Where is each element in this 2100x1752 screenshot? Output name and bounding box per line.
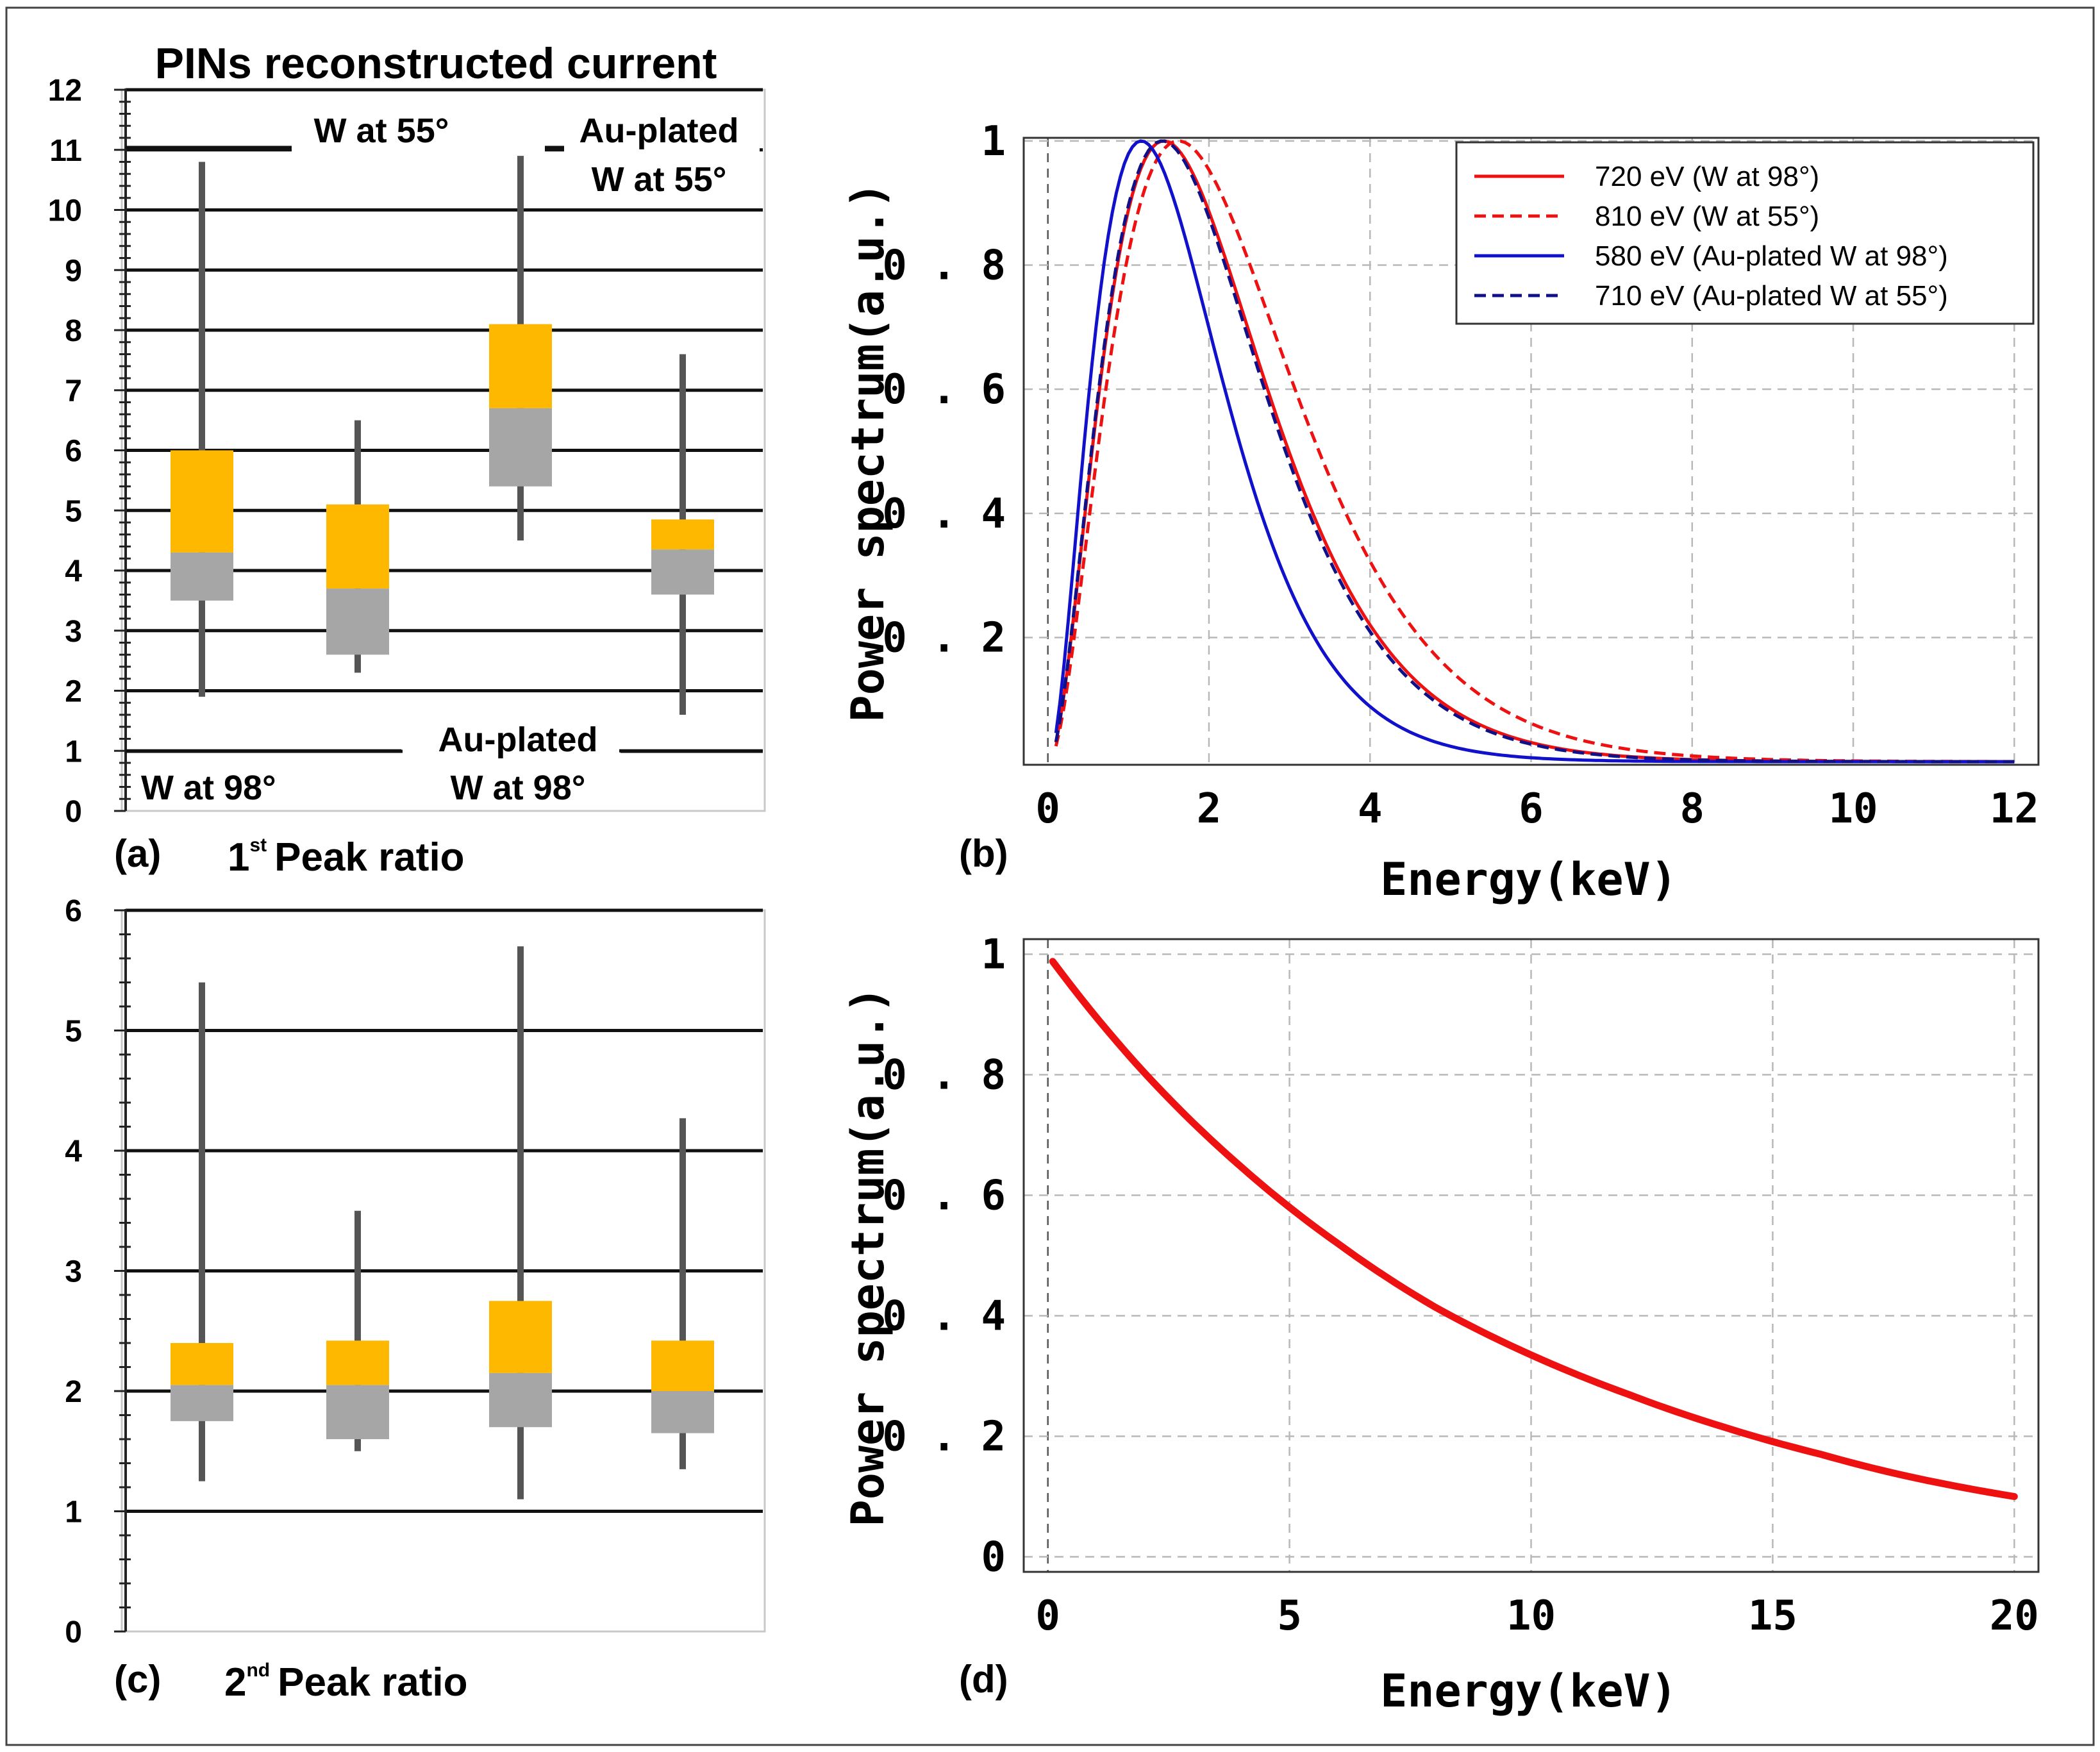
panel-a-box-lower — [326, 588, 389, 655]
panel-c-box-lower — [171, 1385, 233, 1421]
panel-a-box-lower — [489, 408, 552, 487]
panel-b-y-tick-label: 1 — [981, 118, 1006, 165]
panel-d-xlabel: Energy(keV) — [1380, 1665, 1678, 1717]
panel-b-xlabel: Energy(keV) — [1380, 853, 1678, 906]
panel-c-y-tick-label: 0 — [65, 1615, 82, 1649]
panel-b-y-tick-label: 0 . 6 — [882, 366, 1006, 413]
panel-b-x-tick-label: 12 — [1990, 785, 2039, 833]
panel-c-box-lower — [326, 1385, 389, 1439]
panel-c-box-upper — [326, 1340, 389, 1385]
panel-c-y-tick-label: 1 — [65, 1496, 82, 1530]
annotation-au-plated-98-line2: W at 98° — [451, 769, 586, 807]
panel-a-caption: 1st Peak ratio — [228, 835, 465, 880]
panel-c-caption: 2nd Peak ratio — [224, 1660, 468, 1705]
panel-c-y-tick-label: 3 — [65, 1255, 82, 1289]
panel-d-line-chart: 0 5 10 15 20 0 0 . 2 0 . 4 0 . 6 0 . 8 1 Energy(ke… — [842, 931, 2040, 1717]
legend-entry-4: 710 eV (Au-plated W at 55°) — [1595, 280, 1948, 312]
panel-a-y-tick-label: 12 — [48, 74, 82, 108]
panel-b-x-tick-label: 10 — [1829, 785, 1878, 833]
panel-b-x-tick-label: 0 — [1035, 785, 1060, 833]
panel-a-box-upper — [489, 324, 552, 408]
panel-a-caption-main: Peak ratio — [274, 835, 464, 880]
panel-d-y-tick-label: 0 . 2 — [882, 1414, 1006, 1461]
panel-a-y-tick-label: 4 — [65, 555, 82, 588]
panel-a-title: PINs reconstructed current — [155, 39, 717, 88]
panel-c-box-lower — [489, 1372, 552, 1428]
panel-b-legend: 720 eV (W at 98°) 810 eV (W at 55°) 580 eV… — [1455, 141, 2035, 325]
panel-a-y-tick-label: 5 — [65, 494, 82, 528]
panel-c-caption-sup: nd — [246, 1660, 270, 1681]
legend-entry-1: 720 eV (W at 98°) — [1595, 161, 1819, 192]
legend-entry-2: 810 eV (W at 55°) — [1595, 201, 1819, 232]
panel-a-box-plot: PINs reconstructed current 0123456789101… — [48, 39, 766, 880]
panel-b-x-tick-label: 2 — [1197, 785, 1222, 833]
panel-b-x-tick-label: 8 — [1680, 785, 1705, 833]
panel-a-box-upper — [171, 450, 233, 553]
panel-c-y-tick-label: 5 — [65, 1015, 82, 1049]
panel-d-y-tick-label: 1 — [981, 931, 1006, 979]
panel-a-box-upper — [326, 504, 389, 589]
panel-d-plot-frame — [1022, 938, 2040, 1573]
panel-a-y-tick-label: 8 — [65, 314, 82, 348]
panel-a-y-tick-label: 6 — [65, 435, 82, 469]
panel-c-box-upper — [489, 1301, 552, 1373]
panel-b-x-tick-label: 6 — [1519, 785, 1544, 833]
panel-c-caption-main: Peak ratio — [278, 1660, 467, 1705]
panel-a-y-tick-label: 2 — [65, 675, 82, 709]
panel-d-x-tick-label: 5 — [1277, 1592, 1302, 1640]
panel-c-box-upper — [171, 1343, 233, 1385]
panel-c-label: (c) — [114, 1658, 161, 1701]
panel-d-series-1 — [1049, 958, 2018, 1500]
panel-c-caption-ordinal: 2 — [224, 1660, 246, 1705]
panel-a-y-tick-label: 10 — [48, 194, 82, 228]
panel-c-y-tick-label: 6 — [65, 894, 82, 928]
panel-c-box-upper — [651, 1340, 714, 1391]
panel-a-y-tick-label: 1 — [65, 735, 82, 769]
panel-b-y-tick-label: 0 . 4 — [882, 490, 1006, 538]
annotation-w-98: W at 98° — [141, 769, 276, 807]
legend-entry-3: 580 eV (Au-plated W at 98°) — [1595, 240, 1948, 272]
panel-b-label: (b) — [959, 832, 1008, 875]
panel-d-label: (d) — [959, 1658, 1008, 1701]
panel-b-plot-frame — [1022, 137, 2040, 766]
annotation-w-55: W at 55° — [314, 112, 449, 150]
panel-d-x-tick-label: 10 — [1506, 1592, 1556, 1640]
panel-d-ylabel: Power spectrum(a.u.) — [842, 987, 894, 1527]
panel-a-y-tick-label: 7 — [65, 374, 82, 408]
annotation-au-plated-98-line1: Au-plated — [438, 721, 598, 759]
panel-b-line-chart: 0 2 4 6 8 10 12 0 . 2 0 . 4 0 . 6 0 . 8 1 Energy(ke… — [842, 118, 2040, 906]
panel-d-x-tick-label: 0 — [1035, 1592, 1060, 1640]
panel-c-box-lower — [651, 1391, 714, 1433]
panel-a-box-lower — [171, 552, 233, 601]
panel-c-y-tick-label: 4 — [65, 1135, 82, 1169]
panel-d-y-tick-label: 0 . 8 — [882, 1052, 1006, 1099]
panel-b-y-tick-label: 0 . 2 — [882, 614, 1006, 662]
figure-border — [5, 6, 2095, 1746]
panel-d-x-tick-label: 20 — [1990, 1592, 2039, 1640]
panel-a-box-upper — [651, 519, 714, 550]
annotation-au-plated-55-line2: W at 55° — [592, 160, 727, 199]
panel-d-y-tick-label: 0 — [981, 1534, 1006, 1581]
panel-d-y-tick-label: 0 . 6 — [882, 1172, 1006, 1220]
panel-b-y-tick-label: 0 . 8 — [882, 242, 1006, 290]
panel-a-caption-sup: st — [249, 835, 267, 856]
panel-d-x-tick-label: 15 — [1748, 1592, 1797, 1640]
panel-c-y-tick-label: 2 — [65, 1375, 82, 1409]
panel-a-y-tick-label: 0 — [65, 795, 82, 829]
panel-a-y-tick-label: 3 — [65, 615, 82, 649]
panel-a-caption-ordinal: 1 — [228, 835, 249, 880]
panel-b-series-3 — [1054, 139, 2015, 763]
panel-a-box-lower — [651, 549, 714, 595]
panel-a-y-tick-label: 9 — [65, 254, 82, 288]
panel-d-y-tick-label: 0 . 4 — [882, 1293, 1006, 1340]
panel-b-ylabel: Power spectrum(a.u.) — [842, 182, 894, 722]
panel-a-label: (a) — [114, 832, 161, 875]
panel-b-x-tick-label: 4 — [1358, 785, 1383, 833]
annotation-au-plated-55-line1: Au-plated — [579, 112, 739, 150]
panel-a-y-tick-label: 11 — [49, 134, 82, 168]
